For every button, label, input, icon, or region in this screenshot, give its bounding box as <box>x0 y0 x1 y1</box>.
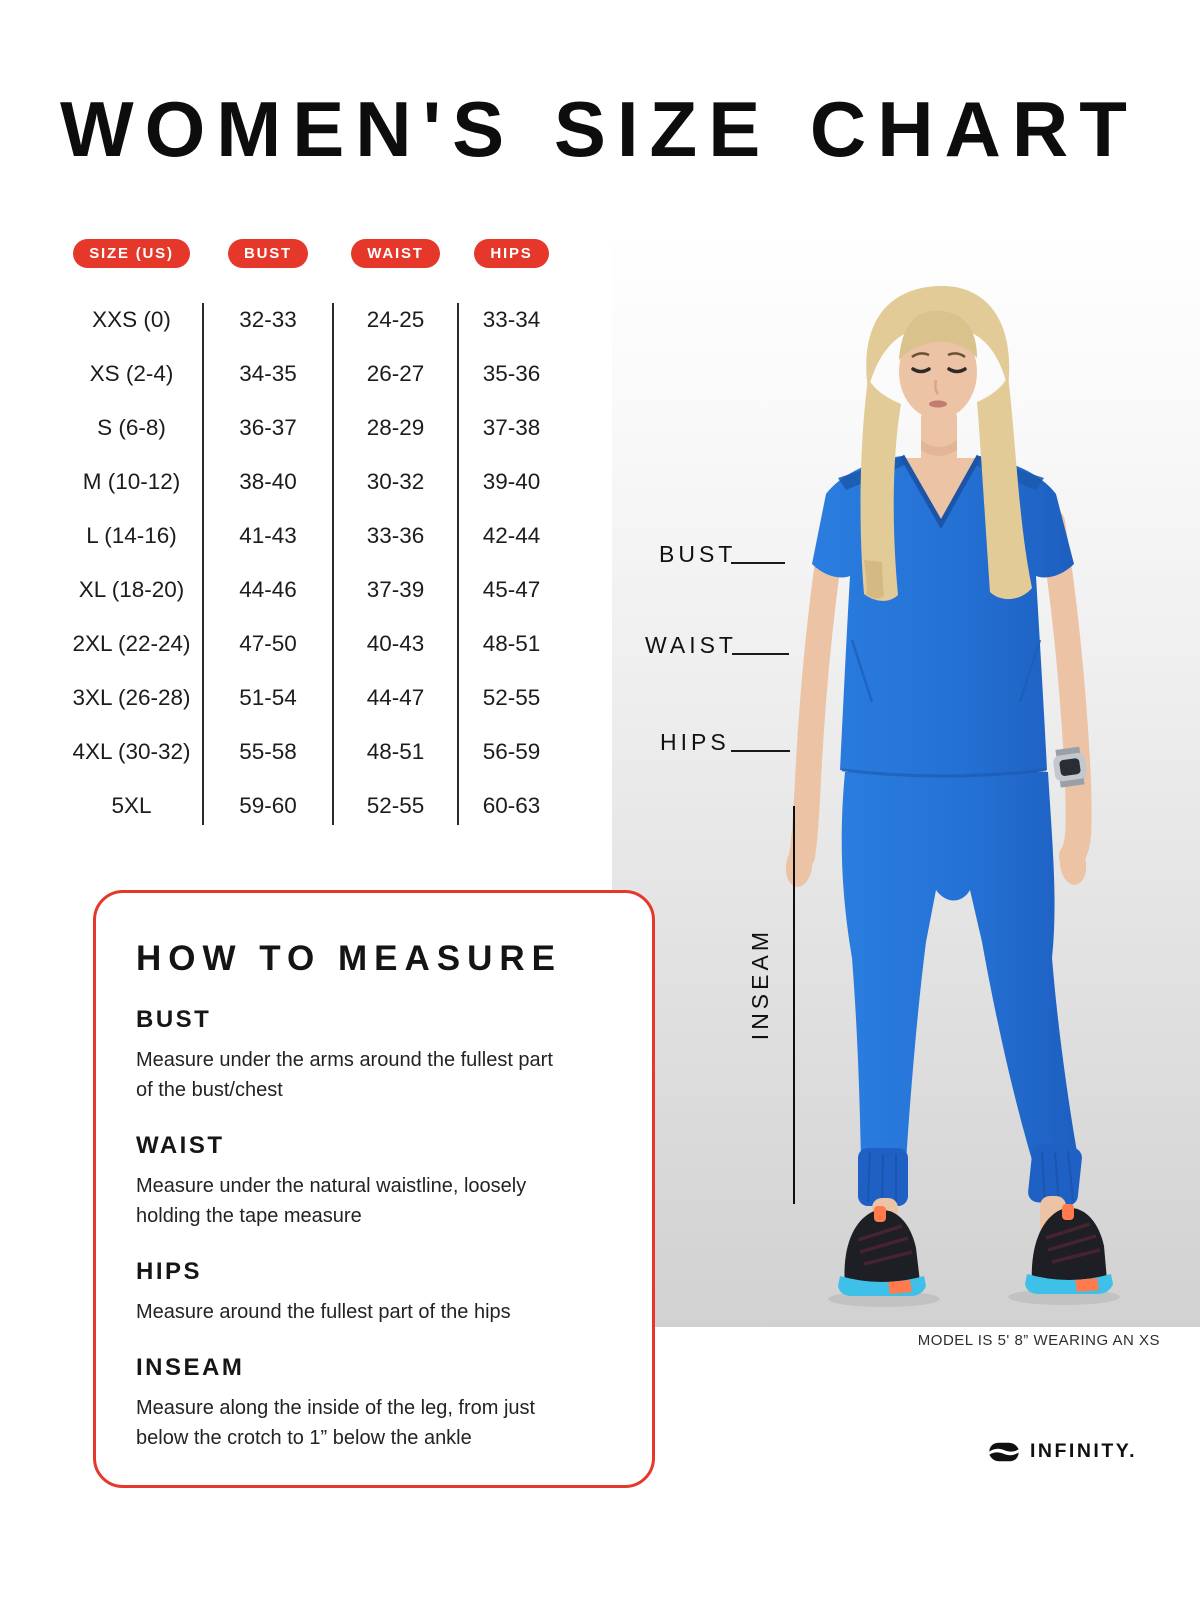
face <box>899 325 977 419</box>
model-photo <box>612 230 1200 1327</box>
size-cell: L (14-16) <box>86 523 177 548</box>
header-pill-hips: HIPS <box>474 239 549 268</box>
waist-cell: 30-32 <box>366 469 425 494</box>
header-pill-bust: BUST <box>227 239 309 268</box>
size-cell: XXS (0) <box>92 307 171 332</box>
hips-cell: 45-47 <box>482 577 541 602</box>
table-row: 2XL (22-24) 47-50 40-43 48-51 <box>60 617 565 671</box>
hips-cell: 52-55 <box>482 685 541 710</box>
hair-fringe <box>899 310 977 360</box>
model-caption: MODEL IS 5' 8” WEARING AN XS <box>917 1332 1160 1349</box>
waist-cell: 37-39 <box>366 577 425 602</box>
hips-callout-line <box>731 750 790 752</box>
column-divider <box>202 303 204 825</box>
bust-cell: 32-33 <box>239 307 297 332</box>
table-row: 4XL (30-32) 55-58 48-51 56-59 <box>60 725 565 779</box>
size-cell: M (10-12) <box>82 469 181 494</box>
table-row: S (6-8) 36-37 28-29 37-38 <box>60 401 565 455</box>
bust-cell: 44-46 <box>239 577 297 602</box>
hips-cell: 48-51 <box>482 631 541 656</box>
measure-section: BUST Measure under the arms around the f… <box>136 1006 616 1105</box>
hips-cell: 37-38 <box>482 415 541 440</box>
size-cell: 4XL (30-32) <box>72 739 191 764</box>
table-row: 5XL 59-60 52-55 60-63 <box>60 779 565 833</box>
bust-callout-label: BUST <box>659 541 737 567</box>
how-to-measure-heading: HOW TO MEASURE <box>136 939 562 978</box>
table-row: XL (18-20) 44-46 37-39 45-47 <box>60 563 565 617</box>
table-row: M (10-12) 38-40 30-32 39-40 <box>60 455 565 509</box>
waist-callout-label: WAIST <box>645 632 737 658</box>
page-title: WOMEN'S SIZE CHART <box>60 85 1138 173</box>
waist-cell: 28-29 <box>366 415 425 440</box>
scrub-pants <box>841 772 1082 1206</box>
size-cell: S (6-8) <box>97 415 166 440</box>
waist-cell: 52-55 <box>366 793 425 818</box>
model-illustration <box>785 285 1120 1307</box>
measure-section-text: Measure around the fullest part of the h… <box>136 1301 511 1323</box>
inseam-callout-label: INSEAM <box>747 928 773 1041</box>
bust-cell: 34-35 <box>239 361 297 386</box>
header-pill-size: SIZE (US) <box>73 239 190 268</box>
size-cell: 3XL (26-28) <box>72 685 191 710</box>
bust-cell: 47-50 <box>239 631 297 656</box>
inseam-callout-line <box>793 806 795 1204</box>
column-divider <box>332 303 334 825</box>
measure-section: HIPS Measure around the fullest part of … <box>136 1258 616 1327</box>
size-table: XXS (0) 32-33 24-25 33-34 XS (2-4) 34-35… <box>60 293 565 833</box>
hair <box>860 285 1032 601</box>
size-cell: 2XL (22-24) <box>72 631 191 656</box>
bust-cell: 59-60 <box>239 793 297 818</box>
wrist-watch <box>1053 746 1087 788</box>
brand-logo: INFINITY. <box>988 1440 1137 1463</box>
brand-wordmark: INFINITY. <box>1030 1440 1138 1462</box>
table-row: XXS (0) 32-33 24-25 33-34 <box>60 293 565 347</box>
measure-section-label: HIPS <box>136 1258 203 1285</box>
infinity-logo-icon <box>989 1442 1019 1461</box>
waist-cell: 33-36 <box>366 523 425 548</box>
size-table-header: SIZE (US) BUST WAIST HIPS <box>60 239 565 268</box>
waist-cell: 24-25 <box>366 307 425 332</box>
size-cell: XL (18-20) <box>78 577 185 602</box>
how-to-measure-box: HOW TO MEASURE BUST Measure under the ar… <box>93 890 655 1488</box>
bust-cell: 36-37 <box>239 415 297 440</box>
hips-callout-label: HIPS <box>660 729 730 755</box>
waist-callout-line <box>732 653 789 655</box>
hips-cell: 33-34 <box>482 307 541 332</box>
measure-section-label: WAIST <box>136 1132 225 1159</box>
hips-cell: 42-44 <box>482 523 541 548</box>
waist-cell: 44-47 <box>366 685 425 710</box>
bust-callout-line <box>731 562 785 564</box>
waist-cell: 26-27 <box>366 361 425 386</box>
hips-cell: 39-40 <box>482 469 541 494</box>
measure-section-text: Measure along the inside of the leg, fro… <box>136 1397 536 1449</box>
size-cell: XS (2-4) <box>89 361 174 386</box>
column-divider <box>457 303 459 825</box>
table-row: L (14-16) 41-43 33-36 42-44 <box>60 509 565 563</box>
measure-section-text: Measure under the natural waistline, loo… <box>136 1175 527 1227</box>
bust-cell: 51-54 <box>239 685 297 710</box>
measure-section: INSEAM Measure along the inside of the l… <box>136 1354 616 1453</box>
table-row: 3XL (26-28) 51-54 44-47 52-55 <box>60 671 565 725</box>
measure-section: WAIST Measure under the natural waistlin… <box>136 1132 616 1231</box>
table-row: XS (2-4) 34-35 26-27 35-36 <box>60 347 565 401</box>
waist-cell: 40-43 <box>366 631 425 656</box>
measure-section-text: Measure under the arms around the fulles… <box>136 1049 553 1101</box>
arms <box>785 509 1092 887</box>
measure-section-label: BUST <box>136 1006 212 1033</box>
measure-section-label: INSEAM <box>136 1354 245 1381</box>
hips-cell: 56-59 <box>482 739 541 764</box>
hips-cell: 35-36 <box>482 361 541 386</box>
size-cell: 5XL <box>111 793 152 818</box>
bust-cell: 41-43 <box>239 523 297 548</box>
waist-cell: 48-51 <box>366 739 425 764</box>
sneakers <box>838 1204 1113 1296</box>
header-pill-waist: WAIST <box>351 239 440 268</box>
bust-cell: 55-58 <box>239 739 297 764</box>
bust-cell: 38-40 <box>239 469 297 494</box>
hips-cell: 60-63 <box>482 793 541 818</box>
